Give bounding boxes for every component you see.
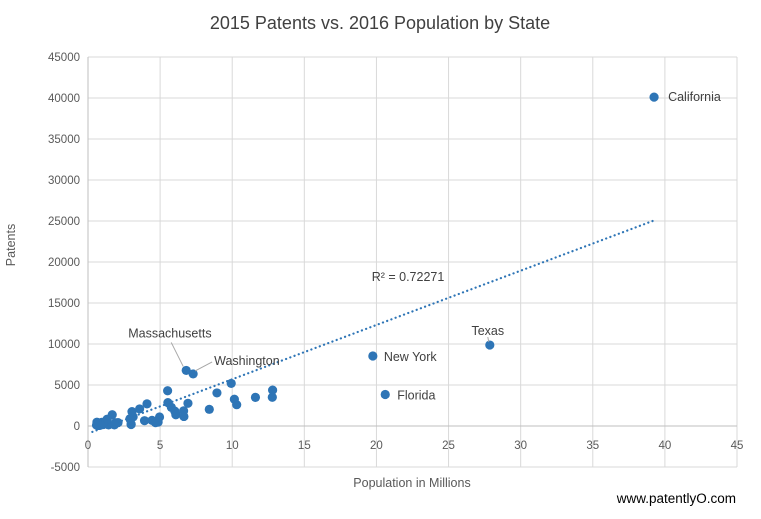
y-tick-label: 5000 [54,380,80,392]
x-tick-label: 35 [586,440,599,452]
watermark-link[interactable]: www.patentlyO.com [616,491,736,506]
state-label-california: California [668,90,721,104]
data-point-michigan [226,378,236,389]
state-annotations: California Texas New York Florida Massachuse… [128,90,721,402]
data-point-pennsylvania [267,392,277,402]
data-point-massachusetts [181,365,191,376]
state-label-texas: Texas [471,324,504,338]
data-point-missouri [171,410,181,420]
state-label-florida: Florida [397,389,435,403]
data-point-texas [485,340,495,350]
chart-title: 2015 Patents vs. 2016 Population by Stat… [210,13,550,33]
data-point-ohio [250,392,261,402]
y-tick-label: 30000 [48,175,80,187]
data-point-south-carolina [154,412,165,422]
y-tick-label: 45000 [48,52,80,64]
data-point-nevada [125,414,136,425]
data-point-minnesota [163,386,173,396]
data-points [91,92,659,431]
data-point-washington [188,369,198,379]
data-point-wyoming [91,420,102,430]
data-point-oregon [142,399,152,409]
data-point-new-york [368,351,378,361]
state-label-massachusetts: Massachusetts [128,326,211,340]
data-point-california [649,92,659,102]
data-point-arizona [183,398,193,408]
x-tick-label: 45 [731,440,744,452]
y-tick-label: 0 [74,421,80,433]
leader-line-washington [194,361,213,372]
data-point-florida [380,389,390,400]
data-point-new-jersey [212,388,222,398]
y-axis-title: Patents [4,224,18,266]
x-tick-label: 0 [85,440,91,452]
state-label-new-york: New York [384,350,438,364]
data-point-west-virginia [109,420,119,430]
axis-lines [87,57,737,467]
data-point-connecticut [135,404,145,414]
x-tick-label: 25 [442,440,455,452]
x-tick-label: 40 [658,440,671,452]
trendline-dotted [91,219,656,434]
state-label-washington: Washington [214,354,280,368]
data-point-illinois [268,385,278,395]
x-tick-label: 20 [370,440,383,452]
trend-line [91,219,656,434]
x-tick-label: 10 [226,440,239,452]
x-axis-title: Population in Millions [353,476,470,490]
y-tick-label: -5000 [51,462,80,474]
x-tick-label: 5 [157,440,163,452]
x-tick-label: 15 [298,440,311,452]
data-point-tennessee [179,411,189,422]
data-point-virginia [204,404,214,414]
y-tick-label: 40000 [48,93,80,105]
y-tick-label: 20000 [48,257,80,269]
r-squared-label: R² = 0.72271 [372,270,445,284]
data-point-oklahoma [139,416,150,426]
leader-line-texas [487,336,490,343]
y-tick-label: 15000 [48,298,80,310]
data-point-wisconsin [166,402,176,412]
y-tick-label: 35000 [48,134,80,146]
data-point-north-carolina [229,394,239,404]
y-tick-label: 25000 [48,216,80,228]
y-tick-label: 10000 [48,339,80,351]
tick-labels: 0 5 10 15 20 25 30 35 40 45 -5000 0 5000 10000 15000 20… [48,52,743,474]
leader-line-massachusetts [170,342,184,367]
x-tick-label: 30 [514,440,527,452]
data-point-utah [127,407,137,417]
